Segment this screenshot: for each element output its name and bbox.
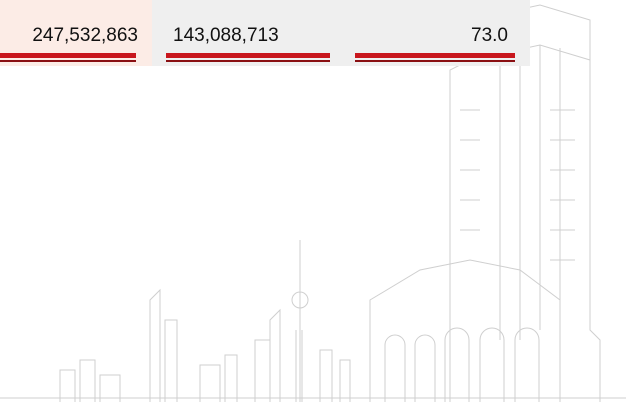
table-cell: 143,088,713 [173, 25, 279, 46]
screen: 247,532,863 143,088,713 73.0 [0, 0, 626, 402]
cell-underlines [0, 53, 515, 62]
underline [0, 53, 136, 58]
page: 247,532,863 143,088,713 73.0 (() => { co… [0, 0, 626, 402]
table-cell: 73.0 [471, 25, 508, 46]
underline [166, 53, 330, 58]
table-cell: 247,532,863 [32, 25, 138, 46]
underline [355, 60, 515, 62]
underline [166, 60, 330, 62]
underline [0, 60, 136, 62]
underline [355, 53, 515, 58]
